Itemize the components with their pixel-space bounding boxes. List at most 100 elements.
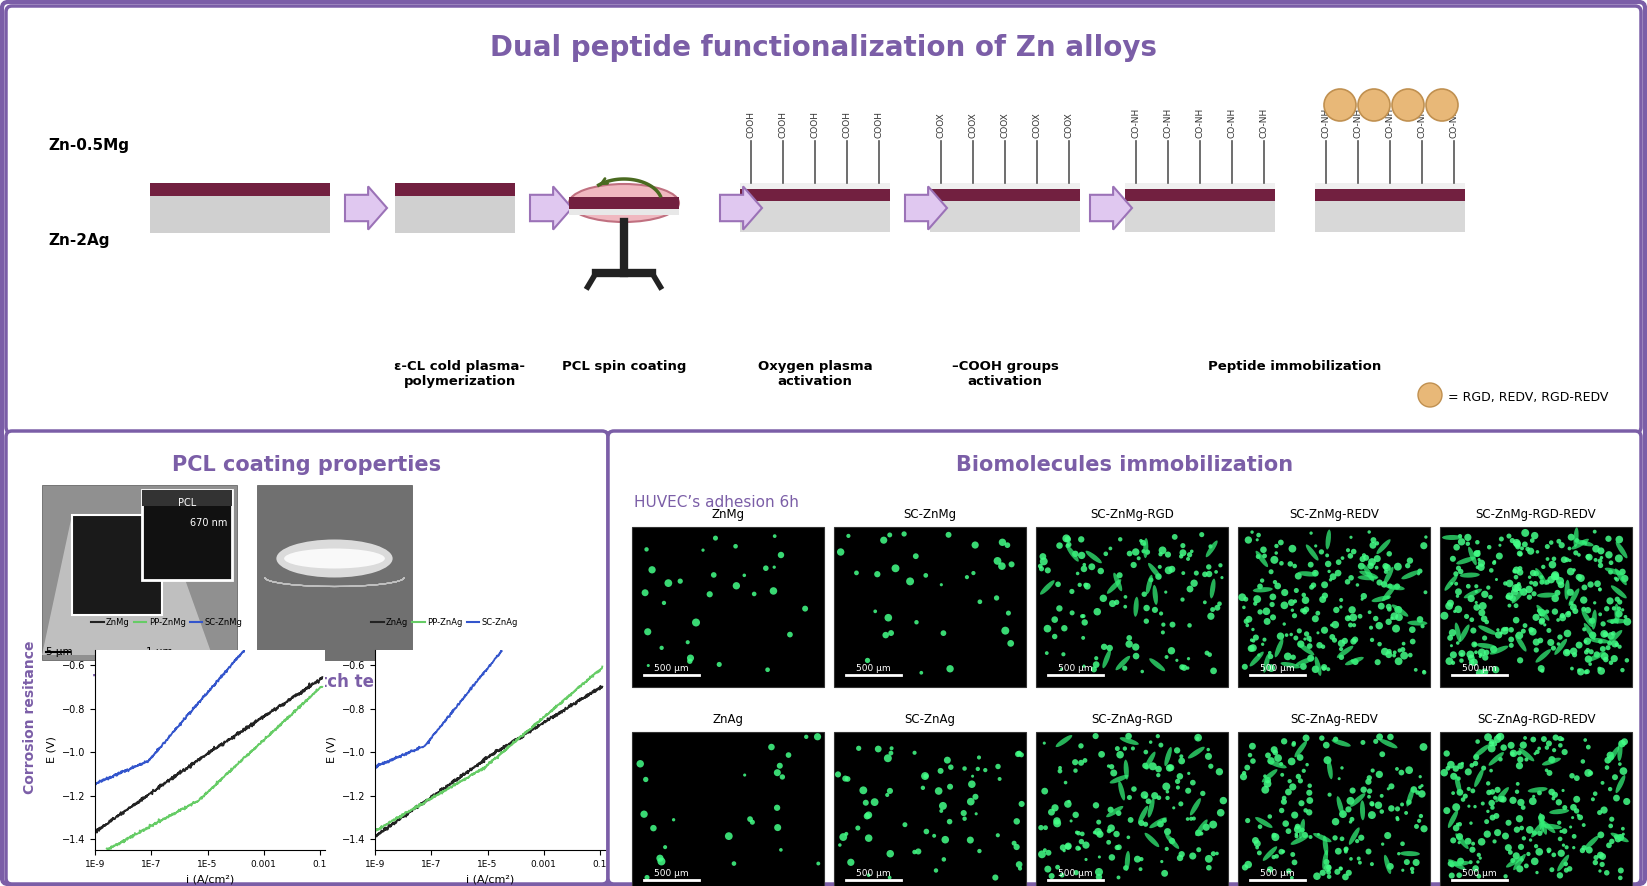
- Circle shape: [847, 534, 850, 538]
- Circle shape: [1411, 871, 1415, 874]
- Circle shape: [1084, 583, 1089, 587]
- Circle shape: [1375, 659, 1380, 665]
- Ellipse shape: [1148, 563, 1161, 579]
- Circle shape: [1385, 618, 1392, 625]
- Circle shape: [1553, 574, 1558, 579]
- Circle shape: [1359, 835, 1364, 841]
- Ellipse shape: [1456, 834, 1469, 849]
- Circle shape: [1207, 748, 1211, 751]
- Circle shape: [1278, 540, 1283, 546]
- Circle shape: [1400, 651, 1408, 659]
- Circle shape: [1047, 809, 1054, 816]
- Circle shape: [1089, 563, 1095, 571]
- Circle shape: [1127, 795, 1131, 800]
- Circle shape: [975, 812, 978, 815]
- Circle shape: [1276, 633, 1285, 640]
- Circle shape: [1075, 571, 1079, 575]
- Circle shape: [940, 630, 947, 636]
- Circle shape: [1107, 765, 1110, 768]
- Circle shape: [1593, 855, 1599, 860]
- Circle shape: [1326, 554, 1329, 557]
- Circle shape: [1581, 607, 1586, 611]
- Circle shape: [1397, 852, 1400, 855]
- Circle shape: [1303, 610, 1308, 615]
- Circle shape: [1295, 835, 1298, 838]
- Circle shape: [1558, 736, 1563, 742]
- Circle shape: [1367, 795, 1370, 798]
- Circle shape: [1392, 654, 1397, 657]
- Bar: [931, 183, 1080, 189]
- Circle shape: [1558, 743, 1563, 748]
- Circle shape: [1209, 544, 1212, 548]
- Circle shape: [1155, 573, 1161, 579]
- Circle shape: [1464, 614, 1469, 619]
- Ellipse shape: [1542, 824, 1561, 829]
- Circle shape: [1453, 825, 1459, 831]
- Circle shape: [1392, 625, 1400, 633]
- Circle shape: [1530, 570, 1537, 576]
- Circle shape: [1520, 742, 1527, 749]
- Circle shape: [1174, 779, 1181, 784]
- Ellipse shape: [1589, 638, 1609, 643]
- Circle shape: [1598, 851, 1604, 859]
- Circle shape: [1441, 769, 1448, 776]
- Circle shape: [1492, 561, 1495, 565]
- Circle shape: [1525, 586, 1533, 594]
- Circle shape: [924, 773, 929, 779]
- Circle shape: [972, 794, 978, 800]
- Circle shape: [1553, 574, 1560, 580]
- Circle shape: [1388, 783, 1395, 789]
- Ellipse shape: [1385, 585, 1405, 590]
- Circle shape: [1510, 588, 1519, 595]
- Circle shape: [1530, 538, 1535, 543]
- Ellipse shape: [1604, 568, 1624, 575]
- Circle shape: [1280, 762, 1283, 766]
- Circle shape: [1329, 573, 1336, 580]
- Circle shape: [865, 812, 873, 819]
- Circle shape: [1074, 768, 1077, 773]
- Ellipse shape: [1351, 793, 1365, 807]
- Circle shape: [1393, 563, 1402, 571]
- Circle shape: [1617, 645, 1622, 649]
- Circle shape: [1609, 660, 1612, 665]
- Circle shape: [1405, 811, 1408, 815]
- Circle shape: [1547, 628, 1551, 633]
- Circle shape: [1476, 540, 1479, 545]
- Ellipse shape: [1056, 735, 1072, 747]
- Ellipse shape: [1444, 575, 1458, 591]
- Circle shape: [1586, 554, 1593, 561]
- Circle shape: [1474, 604, 1481, 610]
- Circle shape: [1217, 809, 1224, 817]
- Circle shape: [1395, 613, 1403, 621]
- Circle shape: [1321, 626, 1327, 633]
- Circle shape: [1479, 653, 1482, 657]
- Circle shape: [1094, 657, 1099, 660]
- Circle shape: [1418, 569, 1423, 574]
- Circle shape: [641, 811, 647, 818]
- Circle shape: [1598, 558, 1603, 563]
- Circle shape: [1405, 563, 1410, 569]
- Circle shape: [1288, 779, 1291, 783]
- Circle shape: [1612, 774, 1617, 781]
- Circle shape: [1150, 762, 1156, 770]
- Circle shape: [1211, 851, 1215, 856]
- Circle shape: [1510, 858, 1515, 863]
- Text: CO-NH: CO-NH: [1131, 108, 1140, 138]
- Circle shape: [642, 777, 649, 782]
- Circle shape: [1176, 773, 1183, 780]
- Circle shape: [1420, 784, 1423, 788]
- Circle shape: [1179, 549, 1186, 556]
- Ellipse shape: [1407, 788, 1415, 806]
- Circle shape: [1609, 755, 1614, 760]
- Circle shape: [1609, 817, 1614, 822]
- Circle shape: [748, 816, 753, 822]
- Circle shape: [1589, 649, 1594, 655]
- Text: 500 μm: 500 μm: [1057, 664, 1094, 673]
- Circle shape: [1571, 652, 1578, 657]
- Circle shape: [1077, 583, 1082, 587]
- Circle shape: [1588, 618, 1593, 623]
- Circle shape: [856, 746, 861, 751]
- Circle shape: [886, 850, 894, 858]
- Circle shape: [1449, 582, 1453, 585]
- Circle shape: [1161, 631, 1164, 634]
